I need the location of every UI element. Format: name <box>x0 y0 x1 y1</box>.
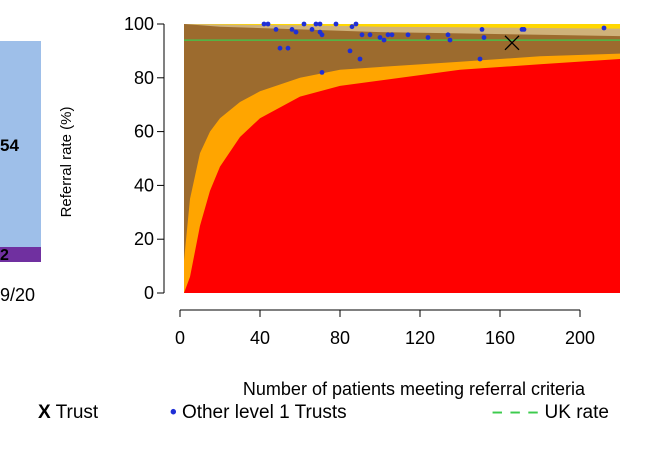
y-tick-label-80: 80 <box>134 68 154 88</box>
data-point-34 <box>601 25 607 31</box>
data-point-0 <box>261 21 267 27</box>
data-point-26 <box>425 35 431 40</box>
y-axis-label: Referral rate (%) <box>58 107 75 218</box>
data-point-21 <box>377 35 383 40</box>
dot-symbol: • <box>170 402 177 423</box>
x-tick-label-200: 200 <box>565 328 595 348</box>
y-tick-label-40: 40 <box>134 175 154 195</box>
dash-symbol: – – – <box>492 402 540 423</box>
data-point-15 <box>347 48 353 54</box>
data-point-14 <box>333 21 339 27</box>
data-point-22 <box>381 37 387 43</box>
x-tick-label-160: 160 <box>485 328 515 348</box>
data-point-24 <box>389 32 395 38</box>
legend-trust: X Trust <box>38 402 98 424</box>
band-red <box>184 59 620 293</box>
x-tick-label-80: 80 <box>330 328 350 348</box>
uk-rate-legend-label: UK rate <box>544 402 609 423</box>
funnel-bands <box>184 24 620 293</box>
other-trusts-legend-label: Other level 1 Trusts <box>181 402 347 423</box>
data-point-28 <box>447 37 453 43</box>
data-point-12 <box>319 32 325 38</box>
data-point-30 <box>479 27 485 32</box>
data-point-6 <box>293 29 299 35</box>
data-point-16 <box>349 24 355 30</box>
data-point-18 <box>357 56 363 62</box>
data-point-9 <box>313 21 319 27</box>
left-bar-small <box>0 247 41 262</box>
data-point-19 <box>359 32 365 38</box>
trust-legend-label: Trust <box>55 402 99 423</box>
data-point-5 <box>289 27 295 32</box>
legend-other-trusts: • Other level 1 Trusts <box>170 402 347 424</box>
trust-points <box>261 21 607 75</box>
x-axis-label: Number of patients meeting referral crit… <box>243 379 586 399</box>
x-tick-label-0: 0 <box>175 328 185 348</box>
data-point-3 <box>277 45 283 51</box>
data-point-1 <box>265 21 271 27</box>
left-period-label: 9/20 <box>0 285 35 305</box>
data-point-17 <box>353 21 359 27</box>
left-value-large: 54 <box>0 136 19 155</box>
y-tick-label-60: 60 <box>134 122 154 142</box>
data-point-7 <box>301 21 307 27</box>
data-point-27 <box>445 32 451 38</box>
y-tick-label-100: 100 <box>124 14 154 34</box>
x-tick-label-40: 40 <box>250 328 270 348</box>
data-point-2 <box>273 27 279 32</box>
trust-marker <box>504 35 520 51</box>
y-tick-label-20: 20 <box>134 229 154 249</box>
left-bar-large <box>0 41 41 247</box>
data-point-8 <box>309 27 315 32</box>
data-point-23 <box>385 32 391 38</box>
data-point-33 <box>521 27 527 32</box>
axes: 0 20 40 60 80 100 0 40 80 120 160 200 <box>124 14 595 348</box>
left-panel: 54 2 9/20 <box>0 41 41 305</box>
trust-marker-stroke-b <box>504 35 520 51</box>
data-point-4 <box>285 45 291 51</box>
x-tick-label-120: 120 <box>405 328 435 348</box>
data-point-20 <box>367 32 373 38</box>
chart: 0 20 40 60 80 100 0 40 80 120 160 200 Number of pat… <box>58 14 620 399</box>
data-point-31 <box>481 35 487 40</box>
data-point-25 <box>405 32 411 38</box>
data-point-29 <box>477 56 483 62</box>
legend-uk-rate: – – – UK rate <box>492 402 609 424</box>
data-point-10 <box>317 21 323 27</box>
y-tick-label-0: 0 <box>144 283 154 303</box>
data-point-13 <box>319 70 325 75</box>
left-value-small: 2 <box>0 247 9 264</box>
trust-symbol: X <box>38 402 51 423</box>
